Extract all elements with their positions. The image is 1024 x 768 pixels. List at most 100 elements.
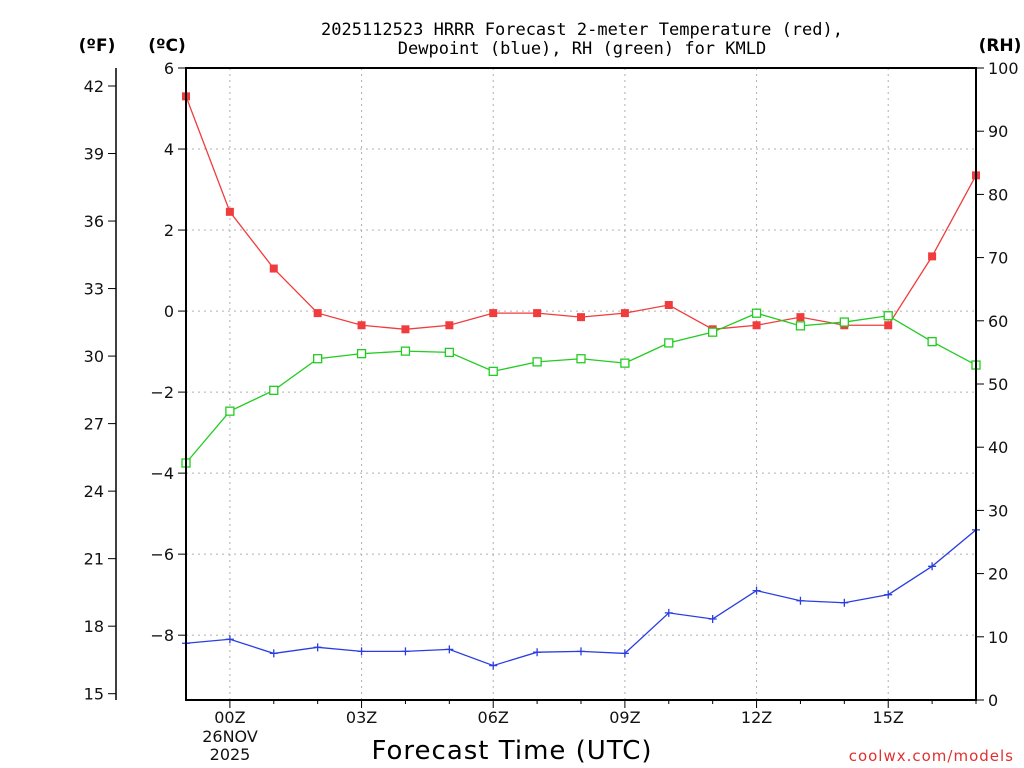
dewpoint-point (840, 598, 849, 607)
dewpoint-point (664, 608, 673, 617)
rh-tick-label: 30 (988, 501, 1008, 520)
dewpoint-point (269, 649, 278, 658)
rh-tick-label: 50 (988, 375, 1008, 394)
rh-point (664, 338, 674, 348)
celsius-tick-label: 4 (164, 140, 174, 159)
rh-tick-label: 10 (988, 628, 1008, 647)
dewpoint-point (884, 590, 893, 599)
rh-point (708, 327, 718, 337)
celsius-tick-label: −4 (150, 464, 174, 483)
fahrenheit-tick-label: 33 (84, 280, 104, 299)
rh-tick-label: 60 (988, 312, 1008, 331)
rh-point (883, 311, 893, 321)
x-tick-label: 12Z (741, 708, 772, 727)
dewpoint-point (489, 661, 498, 670)
fahrenheit-unit-label: (ºF) (79, 36, 116, 56)
rh-point (356, 349, 367, 359)
rh-point (576, 354, 586, 364)
celsius-tick-label: 6 (164, 59, 174, 78)
celsius-tick-label: −6 (150, 545, 174, 564)
rh-point (313, 354, 323, 364)
celsius-tick-label: 2 (164, 221, 174, 240)
rh-point (400, 346, 411, 356)
rh-point (225, 406, 235, 416)
chart-title-line1: 2025112523 HRRR Forecast 2-meter Tempera… (321, 20, 843, 40)
rh-tick-label: 80 (988, 185, 1008, 204)
rh-tick-label: 70 (988, 249, 1008, 268)
date-label-day: 26NOV (202, 727, 258, 746)
rh-point (488, 366, 498, 377)
dewpoint-point (928, 562, 937, 571)
x-axis-label: Forecast Time (UTC) (371, 736, 652, 766)
rh-tick-label: 40 (988, 438, 1008, 457)
temperature-point (269, 264, 278, 273)
celsius-unit-label: (ºC) (148, 36, 186, 56)
rh-point (620, 358, 630, 368)
credit-label: coolwx.com/models (849, 747, 1014, 765)
x-tick-label: 06Z (478, 708, 509, 727)
x-tick-label: 15Z (873, 708, 904, 727)
x-tick-label: 03Z (346, 708, 377, 727)
celsius-tick-label: 0 (164, 302, 174, 321)
rh-point (839, 317, 849, 327)
dewpoint-point (445, 645, 454, 654)
rh-point (927, 337, 937, 347)
temperature-line (185, 96, 977, 330)
rh-tick-label: 90 (988, 122, 1008, 141)
fahrenheit-tick-label: 15 (84, 685, 104, 704)
grid (186, 67, 976, 700)
dewpoint-point (313, 643, 322, 652)
rh-point (795, 321, 806, 331)
dewpoint-point (357, 647, 366, 656)
rh-tick-label: 0 (988, 691, 998, 710)
fahrenheit-tick-label: 21 (84, 550, 104, 569)
temperature-point (445, 321, 454, 330)
series-layer (181, 92, 981, 670)
dewpoint-point (752, 586, 761, 595)
temperature-point (533, 309, 542, 318)
temperature-point (752, 321, 761, 330)
celsius-tick-label: −2 (150, 383, 174, 402)
temperature-point (489, 309, 498, 318)
plot-frame (185, 67, 977, 701)
x-tick-label: 00Z (214, 708, 245, 727)
temperature-point (357, 321, 366, 330)
rh-point (444, 347, 454, 358)
dewpoint-point (577, 647, 585, 656)
date-label-year: 2025 (210, 745, 251, 764)
temperature-point (664, 301, 673, 309)
temperature-point (884, 321, 893, 330)
dewpoint-point (796, 596, 805, 605)
temperature-point (577, 313, 585, 322)
temperature-point (796, 313, 805, 322)
dewpoint-point (533, 648, 542, 657)
rh-line (185, 312, 977, 464)
dewpoint-point (225, 635, 234, 644)
fahrenheit-tick-label: 42 (84, 77, 104, 96)
rh-point (269, 385, 279, 395)
x-tick-label: 09Z (609, 708, 640, 727)
temperature-point (928, 252, 937, 261)
rh-point (751, 308, 762, 318)
axes: 00Z 03Z 06Z 09Z 12Z 15Z6420−2−4−6−84239363330… (84, 59, 1019, 727)
rh-tick-label: 100 (988, 59, 1019, 78)
dewpoint-point (708, 614, 717, 623)
celsius-tick-label: −8 (150, 626, 174, 645)
temperature-point (401, 325, 410, 334)
fahrenheit-tick-label: 24 (84, 482, 104, 501)
chart-title-line2: Dewpoint (blue), RH (green) for KMLD (398, 39, 766, 59)
rh-point (532, 357, 542, 367)
fahrenheit-tick-label: 27 (84, 415, 104, 434)
dewpoint-point (401, 647, 410, 656)
fahrenheit-tick-label: 39 (84, 145, 104, 164)
rh-unit-label: (RH) (979, 36, 1022, 56)
fahrenheit-tick-label: 30 (84, 347, 104, 366)
dewpoint-point (620, 649, 629, 658)
rh-tick-label: 20 (988, 565, 1008, 584)
dewpoint-line (185, 529, 977, 667)
fahrenheit-tick-label: 18 (84, 617, 104, 636)
temperature-point (620, 309, 629, 318)
temperature-point (225, 207, 234, 216)
temperature-point (313, 309, 322, 318)
